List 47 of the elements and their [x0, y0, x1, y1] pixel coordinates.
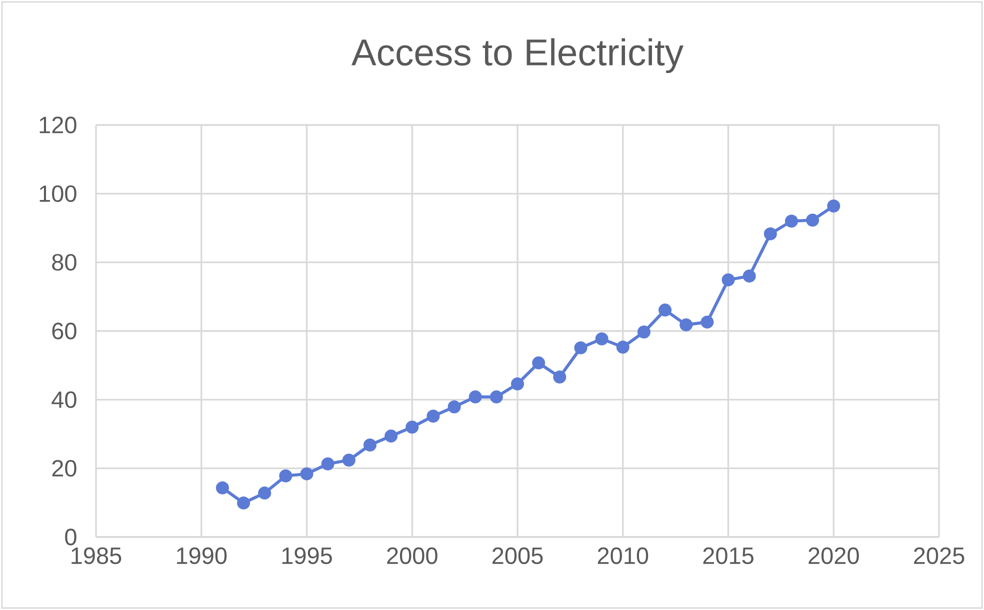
y-tick-label: 80: [52, 254, 76, 271]
point: [806, 214, 820, 227]
x-tick-label: 2005: [492, 547, 543, 564]
x-tick-label: 2025: [914, 547, 964, 564]
point: [363, 438, 376, 452]
point: [722, 273, 735, 286]
point: [658, 304, 672, 317]
point: [300, 467, 314, 480]
x-tick-label: 1995: [282, 547, 332, 564]
y-tick-label: 100: [40, 185, 76, 202]
point: [616, 340, 630, 354]
point: [384, 430, 398, 443]
point: [827, 200, 840, 213]
x-tick-label: 2015: [703, 547, 754, 564]
x-tick-label: 1990: [177, 547, 227, 564]
point: [237, 496, 250, 510]
y-tick-label: 20: [52, 460, 76, 477]
x-tick-label: 2000: [387, 547, 438, 564]
point: [532, 356, 546, 370]
point: [321, 457, 334, 470]
point: [258, 486, 272, 500]
point: [784, 214, 798, 228]
point: [406, 420, 419, 434]
point: [468, 390, 482, 404]
point: [216, 481, 229, 494]
x-tick-label: 2020: [808, 547, 859, 564]
point: [490, 390, 503, 404]
point: [680, 318, 693, 332]
point: [426, 410, 440, 423]
y-tick-label: 40: [52, 391, 76, 408]
point: [700, 316, 714, 329]
chart-title: Access to Electricity: [351, 38, 684, 74]
y-tick-label: 0: [65, 528, 76, 546]
point: [574, 341, 588, 354]
y-tick-label: 60: [52, 322, 76, 340]
point: [279, 469, 292, 482]
point: [342, 454, 356, 467]
point: [511, 377, 524, 390]
point: [764, 227, 777, 240]
point: [637, 326, 650, 339]
point: [553, 370, 566, 384]
x-tick-label: 2010: [598, 547, 648, 564]
point: [595, 332, 608, 346]
point: [448, 400, 461, 414]
point: [742, 270, 756, 283]
y-tick-label: 120: [40, 116, 76, 134]
x-tick-label: 1985: [72, 547, 122, 564]
